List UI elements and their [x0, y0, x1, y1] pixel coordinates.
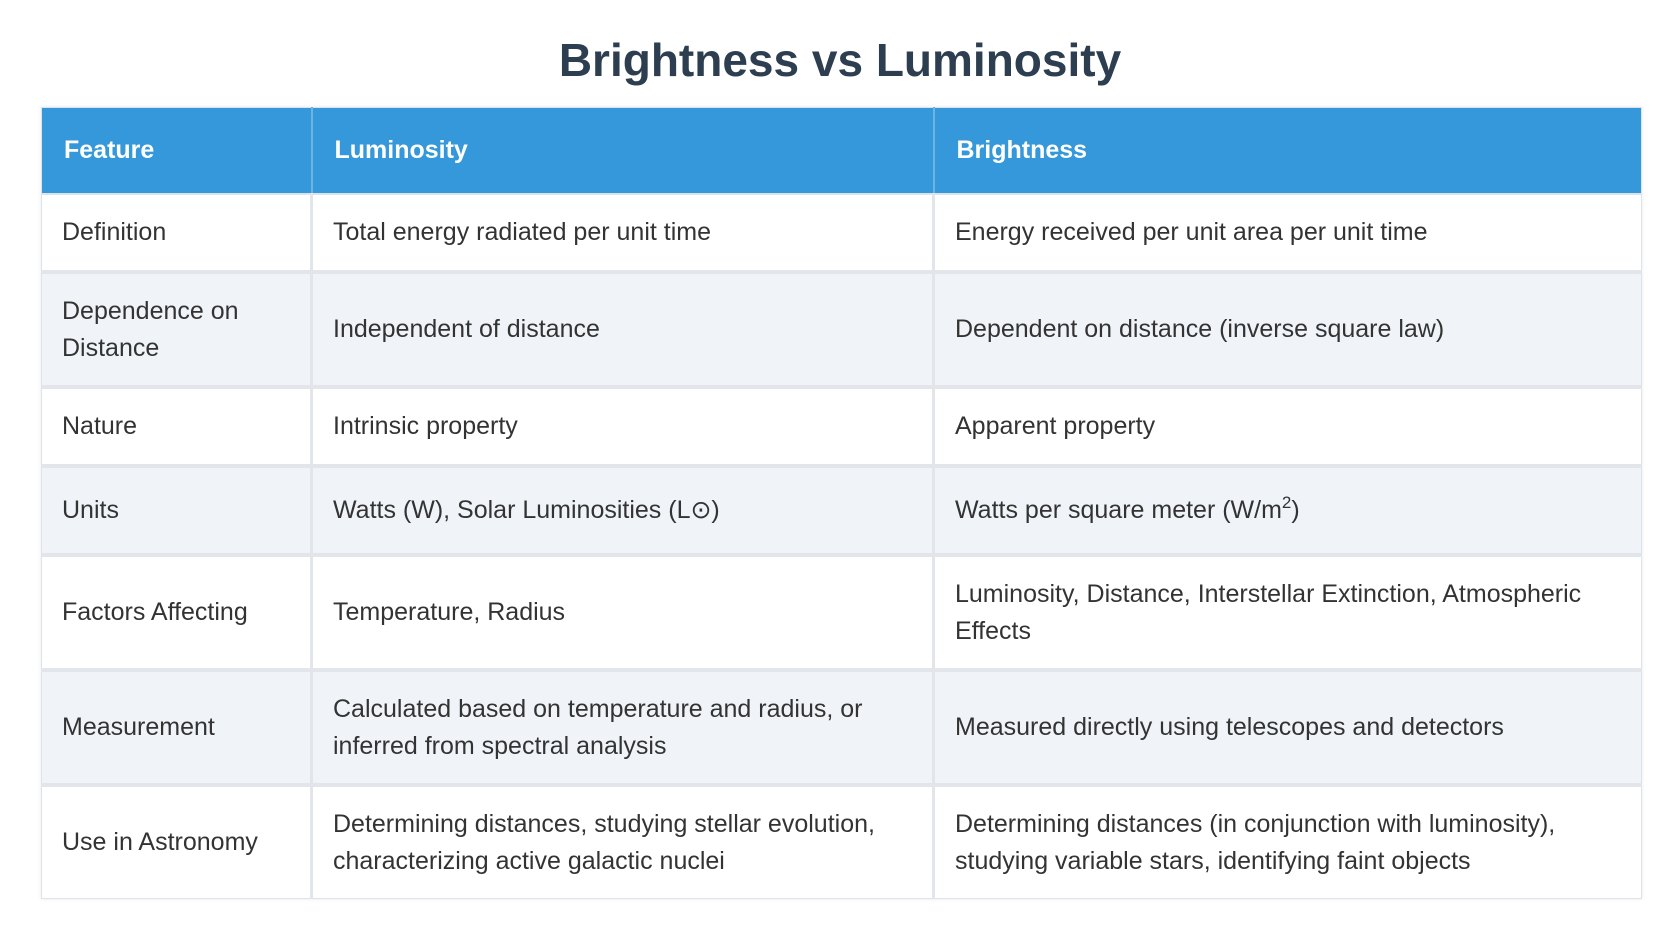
- feature-cell: Factors Affecting: [41, 555, 313, 672]
- brightness-cell: Luminosity, Distance, Interstellar Extin…: [933, 555, 1642, 672]
- luminosity-cell: Total energy radiated per unit time: [311, 194, 935, 274]
- comparison-table: Feature Luminosity Brightness Definition…: [41, 107, 1642, 899]
- luminosity-cell: Calculated based on temperature and radi…: [311, 670, 935, 787]
- luminosity-cell: Independent of distance: [311, 272, 935, 389]
- brightness-cell: Measured directly using telescopes and d…: [933, 670, 1642, 787]
- table-row: Factors Affecting Temperature, Radius Lu…: [41, 555, 1642, 672]
- feature-cell: Use in Astronomy: [41, 785, 313, 899]
- brightness-cell: Energy received per unit area per unit t…: [933, 194, 1642, 274]
- brightness-cell: Apparent property: [933, 387, 1642, 468]
- feature-cell: Dependence on Distance: [41, 272, 313, 389]
- table-row: Definition Total energy radiated per uni…: [41, 194, 1642, 274]
- luminosity-cell: Determining distances, studying stellar …: [311, 785, 935, 899]
- page-title: Brightness vs Luminosity: [558, 34, 1122, 86]
- luminosity-cell: Intrinsic property: [311, 387, 935, 468]
- feature-cell: Definition: [41, 194, 313, 274]
- table-row: Nature Intrinsic property Apparent prope…: [41, 387, 1642, 468]
- units-close: ): [1291, 496, 1300, 524]
- header-brightness: Brightness: [933, 107, 1642, 195]
- exponent-superscript: 2: [1281, 493, 1292, 512]
- brightness-cell: Dependent on distance (inverse square la…: [933, 272, 1642, 389]
- feature-cell: Nature: [41, 387, 313, 468]
- feature-cell: Units: [41, 466, 313, 557]
- luminosity-cell: Temperature, Radius: [311, 555, 935, 672]
- header-row: Feature Luminosity Brightness: [41, 107, 1642, 195]
- luminosity-cell: Watts (W), Solar Luminosities (L⊙): [311, 466, 935, 557]
- table-body: Definition Total energy radiated per uni…: [41, 194, 1642, 899]
- header-feature: Feature: [41, 107, 313, 195]
- table-row: Units Watts (W), Solar Luminosities (L⊙)…: [41, 466, 1642, 557]
- units-text: Watts per square meter (W/m: [955, 496, 1282, 524]
- brightness-cell: Determining distances (in conjunction wi…: [933, 785, 1642, 899]
- feature-cell: Measurement: [41, 670, 313, 787]
- header-luminosity: Luminosity: [311, 107, 935, 195]
- table-row: Use in Astronomy Determining distances, …: [41, 785, 1642, 899]
- table-header: Feature Luminosity Brightness: [41, 107, 1642, 195]
- table-row: Dependence on Distance Independent of di…: [41, 272, 1642, 389]
- table-row: Measurement Calculated based on temperat…: [41, 670, 1642, 787]
- brightness-cell: Watts per square meter (W/m2): [933, 466, 1642, 557]
